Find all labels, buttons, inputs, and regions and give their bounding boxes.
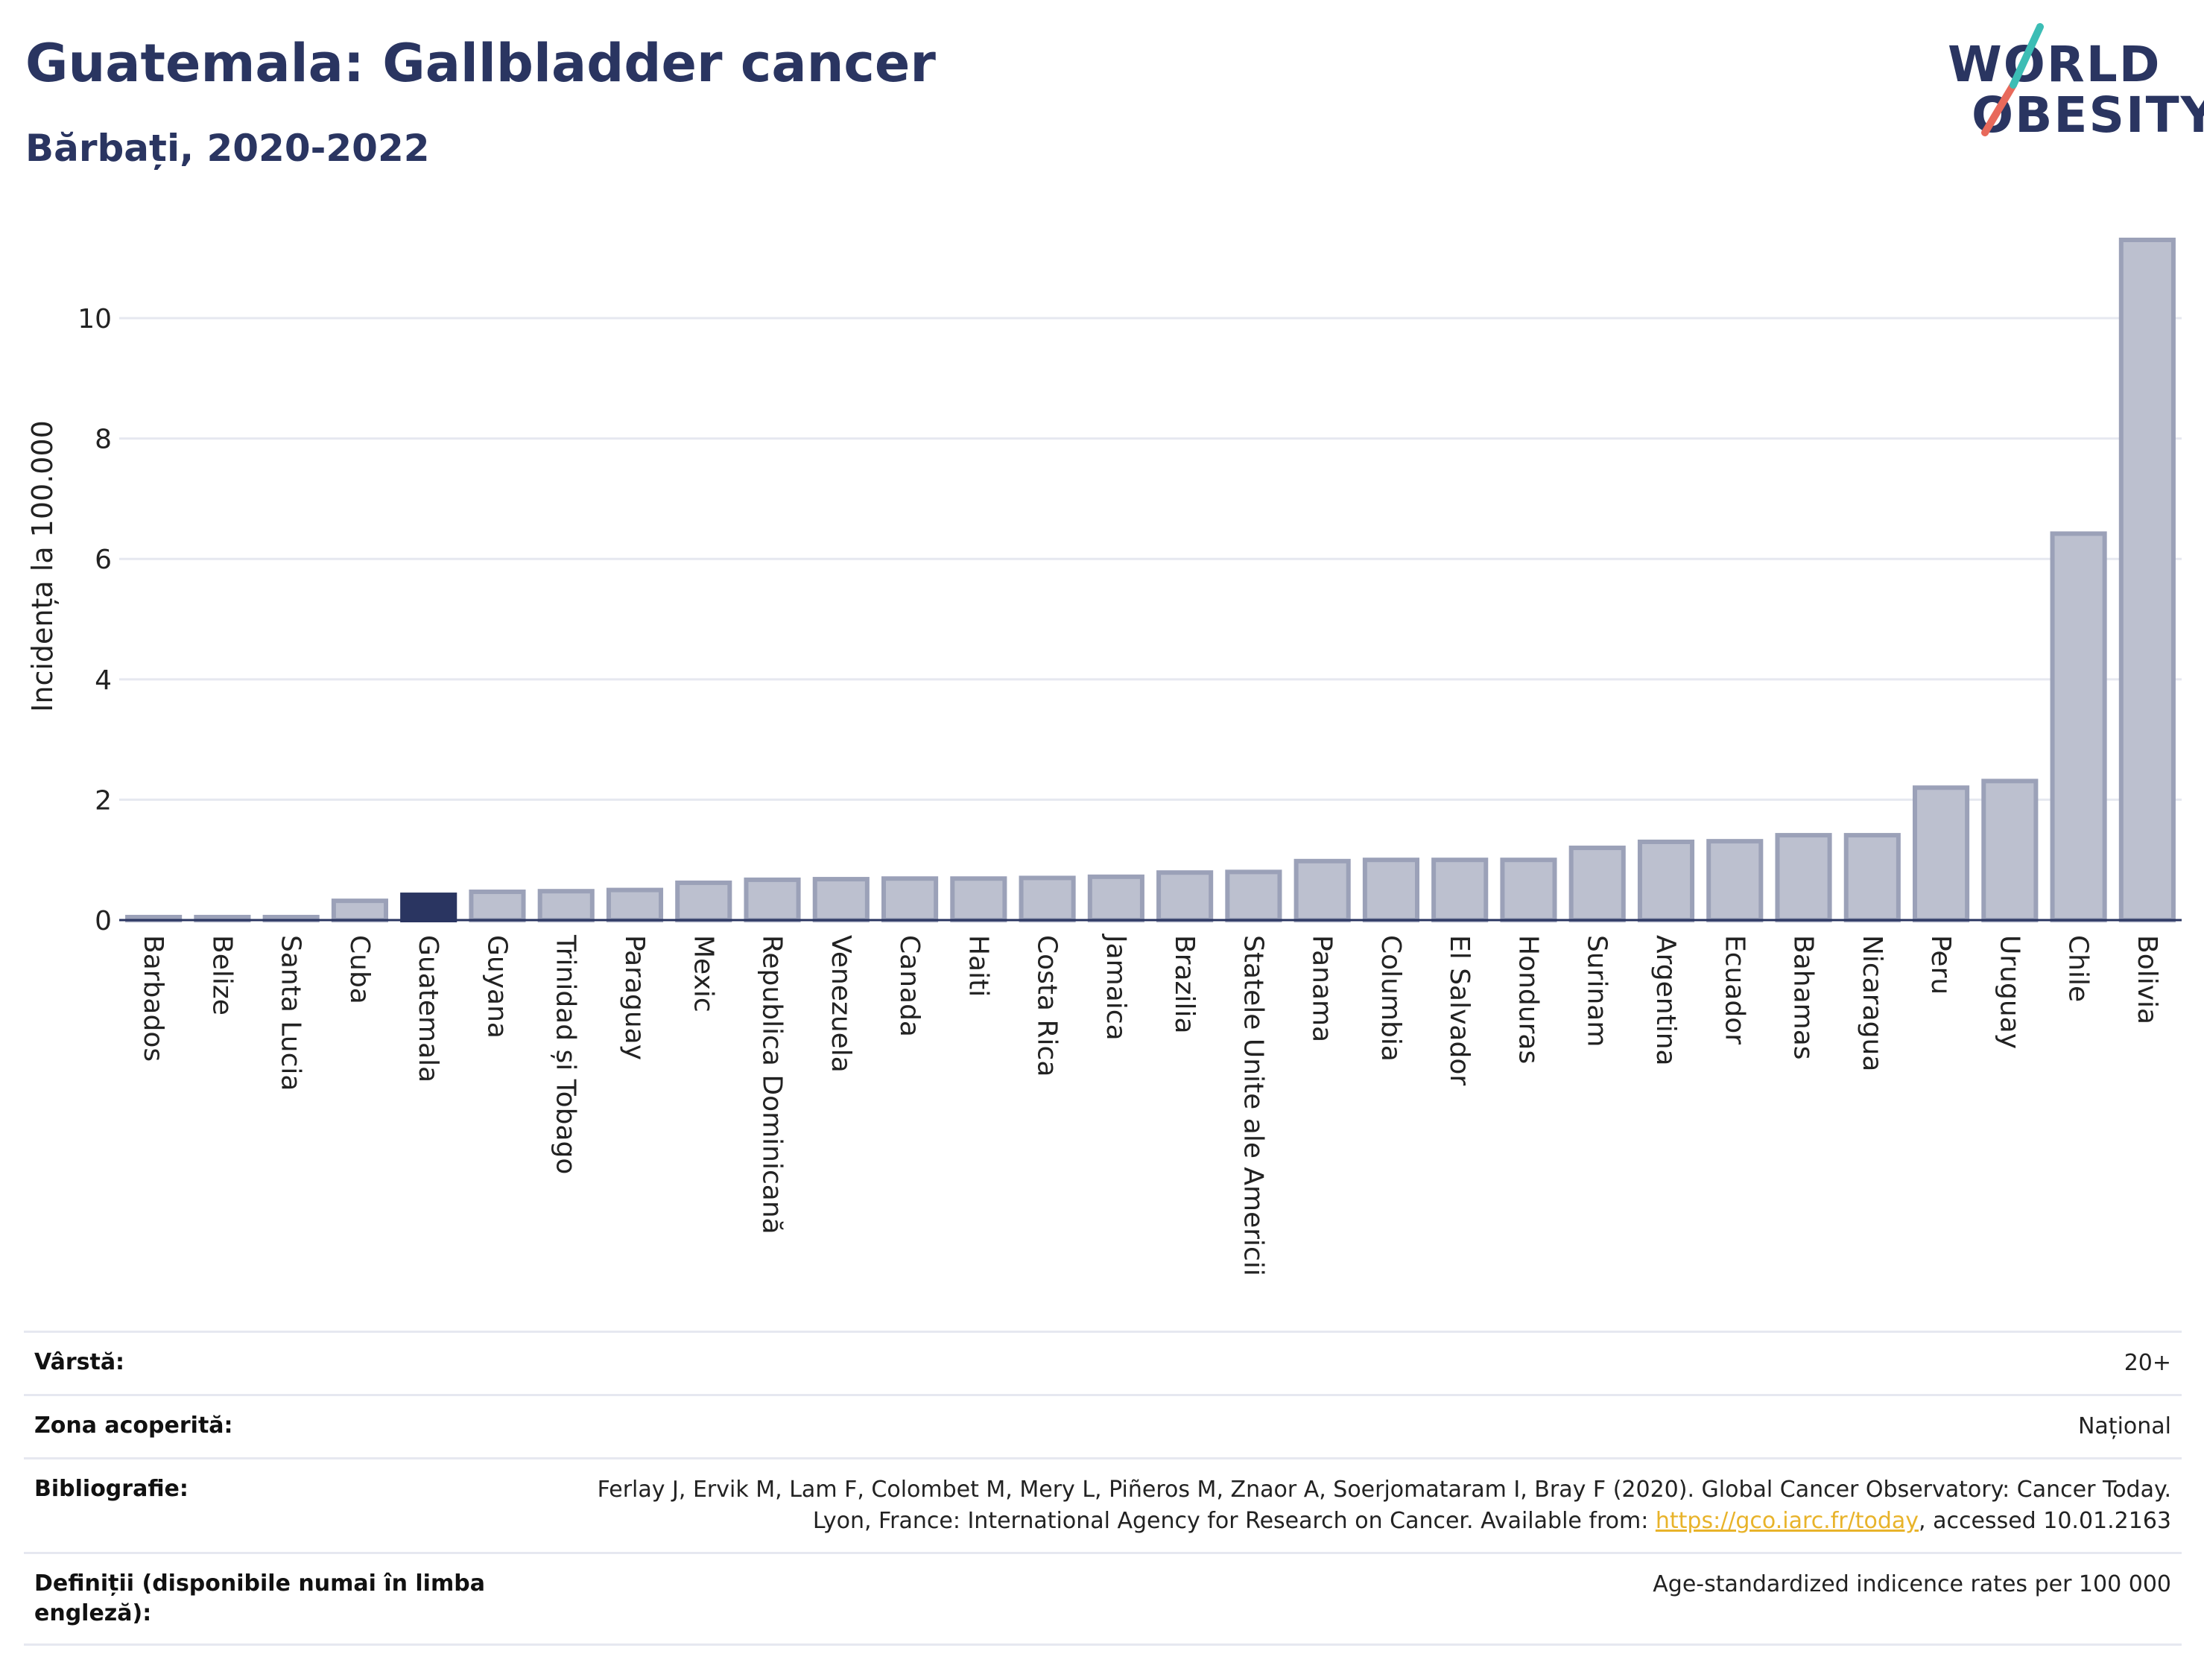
world-obesity-logo: WORLD OBESITY (1937, 22, 2204, 156)
bar-trinidad-i-tobago[interactable] (537, 889, 595, 923)
bibliography-text: Ferlay J, Ervik M, Lam F, Colombet M, Me… (597, 1477, 2171, 1534)
bar-el-salvador[interactable] (1431, 858, 1489, 923)
x-tick-label: Cuba (344, 935, 375, 1004)
x-tick-label: El Salvador (1444, 935, 1475, 1085)
bar-venezuela[interactable] (812, 877, 870, 923)
x-tick-label: Barbados (138, 935, 168, 1062)
x-tick-label: Chile (2063, 935, 2094, 1002)
y-tick-label: 4 (95, 665, 112, 696)
x-tick-label: Argentina (1650, 935, 1681, 1066)
x-tick-label: Trinidad și Tobago (551, 934, 581, 1174)
meta-row-area: Zona acoperită: Național (24, 1394, 2182, 1457)
definitions-label: Definiții (disponibile numai în limba en… (34, 1570, 485, 1626)
meta-row-definitions: Definiții (disponibile numai în limba en… (24, 1552, 2182, 1646)
bar-bolivia[interactable] (2118, 238, 2176, 922)
y-tick-label: 8 (95, 425, 112, 455)
bibliography-accessed: , accessed 10.01.2163 (1919, 1508, 2171, 1534)
bar-chart: 0 2 4 6 8 10 Barbados Belize Santa Lucia Cuba Guat… (26, 238, 2182, 1276)
y-tick-label: 10 (77, 304, 112, 335)
bar-statele-unite-ale-americii[interactable] (1225, 869, 1282, 923)
bar-jamaica[interactable] (1087, 874, 1144, 922)
bar-argentina[interactable] (1637, 839, 1695, 922)
bar-uruguay[interactable] (1981, 779, 2039, 922)
bar-guyana[interactable] (469, 890, 526, 922)
x-tick-label: Honduras (1513, 935, 1543, 1064)
x-tick-label: Columbia (1375, 935, 1406, 1062)
bar-honduras[interactable] (1500, 858, 1557, 923)
bar-republica-dominican-[interactable] (744, 877, 801, 923)
bar-mexic[interactable] (675, 880, 732, 922)
x-tick-label: Guyana (481, 935, 512, 1039)
x-tick-label: Uruguay (1994, 935, 2024, 1049)
bar-nicaragua[interactable] (1843, 833, 1901, 922)
bar-ecuador[interactable] (1706, 839, 1764, 922)
bar-costa-rica[interactable] (1019, 875, 1076, 923)
age-value: 20+ (2124, 1350, 2171, 1376)
bar-peru[interactable] (1913, 785, 1970, 923)
bar-brazilia[interactable] (1156, 870, 1214, 922)
bibliography-value: Ferlay J, Ervik M, Lam F, Colombet M, Me… (569, 1474, 2171, 1537)
area-label: Zona acoperită: (34, 1413, 233, 1439)
x-tick-label: Surinam (1582, 935, 1612, 1047)
bar-haiti[interactable] (950, 876, 1007, 922)
area-value: Național (2077, 1413, 2171, 1439)
x-tick-label: Mexic (688, 935, 718, 1012)
meta-row-bibliography: Bibliografie: Ferlay J, Ervik M, Lam F, … (24, 1457, 2182, 1552)
chart-title: Guatemala: Gallbladder cancer (25, 33, 936, 94)
x-tick-label: Costa Rica (1032, 935, 1063, 1077)
logo-line-2: OBESITY (1972, 86, 2204, 144)
bar-guatemala[interactable] (400, 893, 457, 923)
x-tick-label: Nicaragua (1857, 935, 1887, 1071)
y-tick-label: 2 (95, 785, 112, 816)
bar-canada[interactable] (881, 876, 939, 922)
bar-surinam[interactable] (1568, 846, 1626, 922)
x-tick-label: Santa Lucia (276, 935, 306, 1091)
bars (125, 238, 2176, 923)
x-tick-label: Guatemala (413, 935, 443, 1083)
axes: 0 2 4 6 8 10 Barbados Belize Santa Lucia Cuba Guat… (77, 304, 2182, 1276)
bar-cuba[interactable] (331, 898, 388, 923)
x-tick-label: Belize (206, 935, 237, 1015)
y-axis-label: Incidența la 100.000 (26, 420, 59, 712)
chart-subtitle: Bărbați, 2020-2022 (25, 127, 430, 170)
bibliography-link[interactable]: https://gco.iarc.fr/today (1655, 1508, 1919, 1534)
y-tick-label: 6 (95, 545, 112, 575)
gridlines (119, 317, 2182, 801)
bar-paraguay[interactable] (606, 887, 664, 922)
x-tick-label: Brazilia (1169, 935, 1200, 1034)
x-tick-label: Paraguay (619, 935, 650, 1060)
x-tick-label: Peru (1925, 935, 1956, 995)
x-tick-label: Ecuador (1719, 935, 1749, 1045)
meta-row-age: Vârstă: 20+ (24, 1331, 2182, 1394)
x-tick-label: Panama (1307, 935, 1337, 1042)
x-tick-label: Bolivia (2132, 935, 2162, 1024)
x-tick-label: Jamaica (1101, 933, 1131, 1041)
bar-panama[interactable] (1293, 858, 1351, 922)
x-tick-label: Venezuela (826, 935, 856, 1073)
logo-slash-icon (1981, 23, 2044, 136)
x-tick-label: Canada (894, 935, 925, 1037)
bar-bahamas[interactable] (1775, 833, 1832, 922)
x-tick-label: Haiti (963, 935, 993, 997)
x-tick-label: Bahamas (1788, 935, 1819, 1060)
x-tick-label: Statele Unite ale Americii (1238, 935, 1268, 1276)
metadata-table: Vârstă: 20+ Zona acoperită: Național Bib… (24, 1331, 2182, 1646)
bibliography-label: Bibliografie: (34, 1476, 189, 1502)
bar-chile[interactable] (2050, 531, 2107, 922)
y-tick-label: 0 (95, 906, 112, 936)
age-label: Vârstă: (34, 1349, 125, 1375)
bar-columbia[interactable] (1362, 858, 1419, 923)
x-tick-label: Republica Dominicană (757, 935, 788, 1234)
logo-line-1: WORLD (1948, 36, 2162, 93)
definitions-value: Age-standardized indicence rates per 100… (1653, 1571, 2171, 1597)
